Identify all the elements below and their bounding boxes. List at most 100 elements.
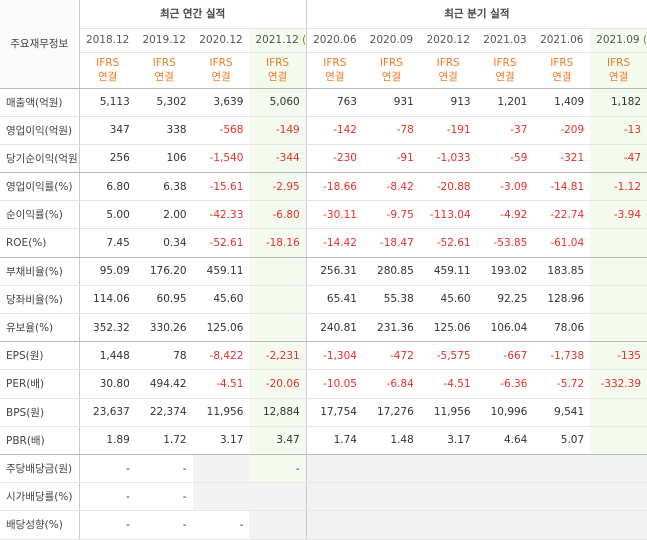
value-cell: -18.66	[305, 172, 363, 202]
data-row: 배당성향(%) - - -	[0, 510, 647, 540]
value-cell: -18.16	[249, 228, 307, 258]
basis-ifrs: IFRS	[265, 57, 290, 69]
period-label: 2020.06	[313, 34, 357, 46]
value-cell: 1,201	[476, 88, 534, 117]
basis-header: IFRS 연결	[476, 52, 534, 89]
row-label: 순이익률(%)	[0, 200, 80, 230]
value-cell: 231.36	[362, 313, 420, 343]
basis-consolidated: 연결	[154, 71, 174, 83]
value-cell: 45.60	[192, 285, 250, 315]
period-label: 2019.12	[142, 34, 186, 46]
value-cell: 125.06	[192, 313, 250, 343]
period-row: 2018.12 2019.12 2020.12 2021.12 (E) 2020.06 2…	[0, 28, 647, 53]
empty-cell	[192, 482, 250, 512]
basis-consolidated: 연결	[325, 71, 345, 83]
estimate-mark: (E)	[642, 34, 647, 46]
basis-header: IFRS 연결	[135, 52, 193, 89]
basis-ifrs: IFRS	[436, 57, 460, 69]
row-label: ROE(%)	[0, 228, 80, 258]
row-label: 시가배당률(%)	[0, 482, 80, 512]
value-cell: 3,639	[192, 88, 250, 117]
empty-cell	[305, 510, 363, 540]
basis-consolidated: 연결	[495, 71, 515, 83]
data-row: 매출액(억원) 5,113 5,302 3,639 5,060 763 931 913 1,20…	[0, 88, 647, 117]
value-cell: 92.25	[476, 285, 534, 315]
value-cell: 22,374	[135, 398, 193, 427]
value-cell: 5,060	[249, 88, 307, 117]
value-cell: 763	[305, 88, 363, 117]
period-label: 2020.12	[199, 34, 243, 46]
period-header: 2021.09 (E)	[590, 28, 647, 53]
row-label: PER(배)	[0, 369, 80, 399]
value-cell: -	[79, 482, 136, 512]
value-cell: -61.04	[533, 228, 591, 258]
value-cell: -3.09	[476, 172, 534, 202]
value-cell: 494.42	[135, 369, 193, 399]
row-label: PBR(배)	[0, 426, 80, 455]
value-cell: 352.32	[79, 313, 136, 343]
data-row: 주당배당금(원) - - -	[0, 454, 647, 484]
value-cell: -1.12	[590, 172, 647, 202]
period-header: 2020.09	[362, 28, 420, 53]
empty-cell	[362, 454, 420, 484]
value-cell: 183.85	[533, 257, 591, 286]
value-cell: -5.72	[533, 369, 591, 399]
value-cell: 11,956	[192, 398, 250, 427]
value-cell: 4.64	[476, 426, 534, 455]
empty-cell	[476, 482, 534, 512]
empty-cell	[533, 510, 591, 540]
value-cell: -209	[533, 116, 591, 145]
basis-ifrs: IFRS	[550, 57, 574, 69]
row-label: EPS(원)	[0, 341, 80, 371]
value-cell: -4.92	[476, 200, 534, 230]
period-label: 2021.06	[540, 34, 584, 46]
value-cell: 3.17	[419, 426, 477, 455]
empty-cell	[533, 482, 591, 512]
value-cell: -142	[305, 116, 363, 145]
row-label: BPS(원)	[0, 398, 80, 427]
row-label: 당좌비율(%)	[0, 285, 80, 315]
value-cell: 17,276	[362, 398, 420, 427]
empty-cell	[249, 510, 307, 540]
value-cell: 95.09	[79, 257, 136, 286]
basis-ifrs: IFRS	[152, 57, 176, 69]
period-header: 2019.12	[135, 28, 193, 53]
period-header: 2021.06	[533, 28, 591, 53]
basis-consolidated: 연결	[267, 71, 288, 83]
value-cell: -30.11	[305, 200, 363, 230]
value-cell: 176.20	[135, 257, 193, 286]
empty-cell	[305, 454, 363, 484]
empty-cell	[249, 257, 307, 286]
value-cell: 45.60	[419, 285, 477, 315]
period-label: 2018.12	[85, 34, 130, 46]
value-cell: 7.45	[79, 228, 136, 258]
basis-header: IFRS 연결	[419, 52, 477, 89]
value-cell: 1.89	[79, 426, 136, 455]
row-label: 부채비율(%)	[0, 257, 80, 286]
value-cell: 1,448	[79, 341, 136, 371]
data-row: PER(배) 30.80 494.42 -4.51 -20.06 -10.05 -6.84-…	[0, 369, 647, 399]
header-row: 주요재무정보 최근 연간 실적 최근 분기 실적	[0, 0, 647, 89]
value-cell: 1.72	[135, 426, 193, 455]
empty-cell	[249, 285, 307, 315]
empty-cell	[590, 454, 647, 484]
basis-row: IFRS 연결 IFRS 연결 IFRS 연결 IFRS 연결 IFRS 연결 IFRS 연결 IFRS…	[0, 52, 647, 89]
value-cell: -	[135, 510, 193, 540]
period-header: 2020.06	[305, 28, 363, 53]
empty-cell	[590, 510, 647, 540]
empty-cell	[476, 510, 534, 540]
data-row: PBR(배) 1.89 1.72 3.17 3.47 1.74 1.48 3.17 4.64 5.…	[0, 426, 647, 455]
value-cell: -91	[362, 144, 420, 174]
value-cell: -230	[305, 144, 363, 174]
empty-cell	[305, 482, 363, 512]
value-cell: 23,637	[79, 398, 136, 427]
empty-cell	[533, 454, 591, 484]
data-row: 당기순이익(억원) 256 106 -1,540 -344 -230 -91 -1,033 -5…	[0, 144, 647, 174]
value-cell: 6.38	[135, 172, 193, 202]
period-label: 2020.09	[369, 34, 414, 46]
value-cell: -4.51	[192, 369, 250, 399]
basis-consolidated: 연결	[608, 71, 629, 83]
value-cell: 1,409	[533, 88, 591, 117]
value-cell: -1,033	[419, 144, 477, 174]
